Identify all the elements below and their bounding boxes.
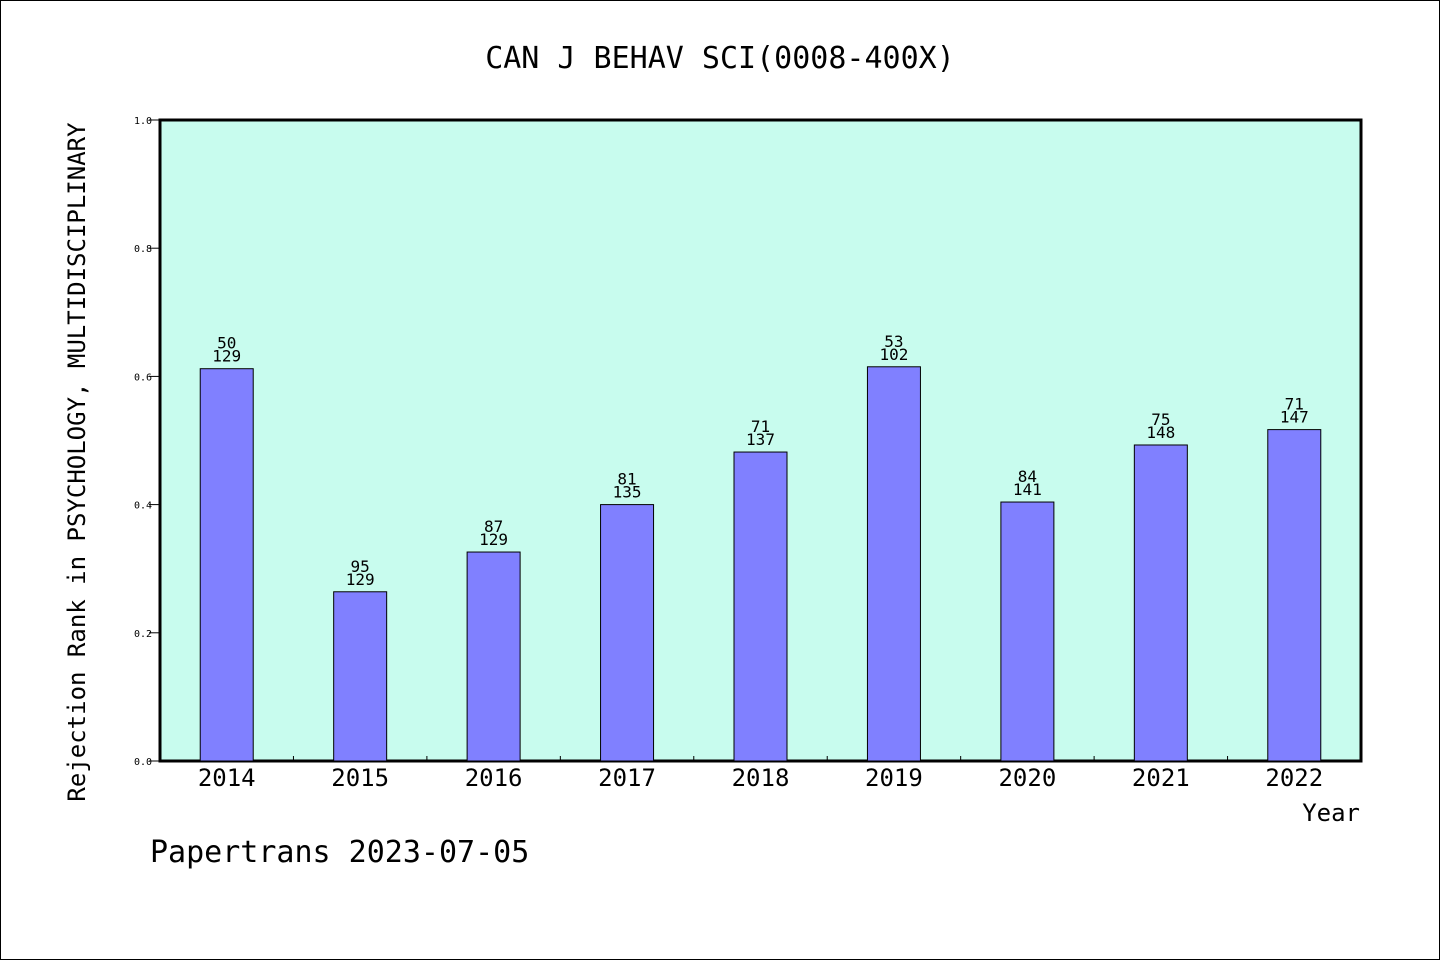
bar xyxy=(1267,429,1322,762)
y-tick-label: 1.0 xyxy=(134,116,152,127)
bar-label-top: 71 xyxy=(751,417,770,436)
x-tick-label: 2015 xyxy=(331,764,389,792)
bar-label-top: 71 xyxy=(1285,395,1304,414)
bar-label-bottom: 129 xyxy=(212,347,241,366)
x-tick-label: 2018 xyxy=(732,764,790,792)
bar-label-top: 87 xyxy=(484,517,503,536)
bar xyxy=(1133,444,1188,762)
y-tick-label: 0.4 xyxy=(134,501,152,512)
bar-label-top: 95 xyxy=(351,557,370,576)
bar xyxy=(333,591,388,762)
bar-label-bottom: 102 xyxy=(879,345,908,364)
footer-credit: Papertrans 2023-07-05 xyxy=(150,835,530,870)
bar xyxy=(733,451,788,762)
bar xyxy=(1000,501,1055,762)
bar xyxy=(199,368,254,762)
bar-label-top: 50 xyxy=(217,334,236,353)
bar-label-bottom: 148 xyxy=(1146,423,1175,442)
x-axis-label: Year xyxy=(1302,799,1360,827)
x-tick-label: 2020 xyxy=(998,764,1056,792)
y-tick-label: 0.2 xyxy=(134,629,152,640)
x-tick-label: 2016 xyxy=(465,764,523,792)
bar-label-bottom: 129 xyxy=(479,530,508,549)
bar-label-bottom: 129 xyxy=(346,570,375,589)
ticks-layer xyxy=(149,119,1229,762)
bars-layer xyxy=(199,366,1322,762)
labels-layer: 5012920149512920158712920168113520177113… xyxy=(134,116,1323,792)
bar-label-top: 53 xyxy=(884,332,903,351)
bar-label-bottom: 141 xyxy=(1013,480,1042,499)
bar-label-top: 81 xyxy=(617,470,636,489)
y-tick-label: 0.0 xyxy=(134,757,152,768)
bar xyxy=(600,504,655,762)
x-tick-label: 2014 xyxy=(198,764,256,792)
x-tick-label: 2019 xyxy=(865,764,923,792)
y-tick-label: 0.8 xyxy=(134,244,152,255)
chart-title: CAN J BEHAV SCI(0008-400X) xyxy=(485,41,955,76)
y-axis-label: Rejection Rank in PSYCHOLOGY, MULTIDISCI… xyxy=(63,122,91,802)
bar xyxy=(466,551,521,762)
bar-label-top: 75 xyxy=(1151,410,1170,429)
bar-label-bottom: 147 xyxy=(1280,408,1309,427)
x-tick-label: 2017 xyxy=(598,764,656,792)
bar xyxy=(866,366,921,762)
x-tick-label: 2022 xyxy=(1265,764,1323,792)
bar-label-bottom: 137 xyxy=(746,430,775,449)
bar-label-top: 84 xyxy=(1018,467,1037,486)
bar-label-bottom: 135 xyxy=(613,483,642,502)
x-tick-label: 2021 xyxy=(1132,764,1190,792)
y-tick-label: 0.6 xyxy=(134,372,152,383)
